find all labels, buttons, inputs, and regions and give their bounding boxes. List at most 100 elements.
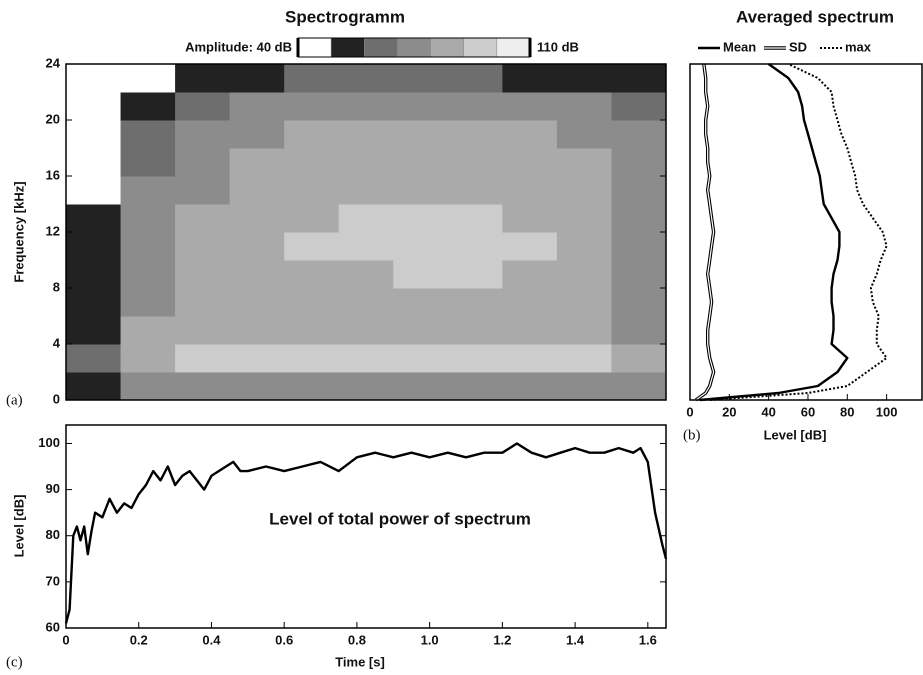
heatmap-cell: [611, 316, 667, 345]
heatmap-cell: [338, 232, 394, 261]
x-tick-label: 0.2: [130, 632, 148, 647]
colorbar-segment: [463, 37, 498, 58]
heatmap-cell: [66, 120, 122, 149]
heatmap-cell: [120, 344, 176, 373]
heatmap-cell: [120, 288, 176, 317]
heatmap-cell: [175, 372, 231, 401]
x-tick-label: 0: [62, 632, 69, 647]
heatmap-cell: [556, 148, 612, 177]
heatmap-cell: [120, 92, 176, 121]
heatmap-cell: [175, 288, 231, 317]
colorbar-segment: [364, 37, 398, 58]
heatmap-cell: [447, 232, 503, 261]
heatmap-cell: [120, 372, 176, 401]
y-tick-label: 0: [53, 391, 60, 406]
heatmap-cell: [229, 148, 285, 177]
heatmap-cell: [284, 316, 340, 345]
x-tick-label: 1.0: [421, 632, 439, 647]
heatmap-cell: [338, 176, 394, 205]
heatmap-cell: [393, 260, 449, 289]
heatmap-cell: [611, 120, 667, 149]
heatmap-cell: [120, 232, 176, 261]
heatmap-cell: [447, 316, 503, 345]
heatmap-cell: [611, 344, 667, 373]
heatmap-cell: [447, 260, 503, 289]
x-tick-label: 40: [761, 404, 775, 419]
heatmap-cell: [229, 260, 285, 289]
heatmap-cell: [611, 176, 667, 205]
heatmap-cell: [556, 92, 612, 121]
legend-label: SD: [789, 39, 807, 54]
heatmap-cell: [175, 232, 231, 261]
heatmap-cell: [284, 372, 340, 401]
heatmap-cell: [338, 204, 394, 233]
heatmap-cell: [393, 120, 449, 149]
heatmap-cell: [338, 120, 394, 149]
x-tick-label: 0.8: [348, 632, 366, 647]
colorbar-label: Amplitude: 40 dB: [185, 39, 292, 54]
heatmap-cell: [66, 344, 122, 373]
heatmap-cell: [338, 92, 394, 121]
x-axis-label: Time [s]: [335, 654, 385, 669]
heatmap-cell: [66, 288, 122, 317]
y-tick-label: 90: [46, 481, 60, 496]
y-tick-label: 12: [46, 223, 60, 238]
heatmap-cell: [229, 176, 285, 205]
data-line: [699, 63, 849, 402]
heatmap-cell: [502, 64, 558, 93]
x-tick-label: 80: [840, 404, 854, 419]
heatmap-cell: [66, 372, 122, 401]
heatmap-cell: [284, 344, 340, 373]
heatmap-cell: [556, 176, 612, 205]
heatmap-cell: [447, 176, 503, 205]
heatmap-cell: [229, 344, 285, 373]
heatmap-cell: [284, 260, 340, 289]
x-tick-label: 1.6: [639, 632, 657, 647]
heatmap-cell: [175, 148, 231, 177]
x-tick-label: 20: [722, 404, 736, 419]
heatmap-cell: [611, 64, 667, 93]
heatmap-cell: [66, 204, 122, 233]
heatmap-cell: [556, 288, 612, 317]
heatmap-cell: [175, 260, 231, 289]
heatmap-cell: [66, 92, 122, 121]
heatmap-cell: [229, 232, 285, 261]
y-tick-label: 80: [46, 527, 60, 542]
y-axis-label: Frequency [kHz]: [11, 181, 26, 282]
heatmap-cell: [338, 260, 394, 289]
heatmap-cell: [284, 120, 340, 149]
heatmap-cell: [556, 260, 612, 289]
heatmap-cell: [502, 344, 558, 373]
heatmap-cell: [66, 232, 122, 261]
colorbar-segment: [330, 37, 365, 58]
heatmap-cell: [611, 148, 667, 177]
data-line: [709, 63, 888, 401]
heatmap-cell: [611, 232, 667, 261]
plot-frame: [689, 63, 923, 401]
heatmap-cell: [229, 316, 285, 345]
y-tick-label: 4: [53, 335, 61, 350]
heatmap-cell: [393, 372, 449, 401]
heatmap-cell: [284, 288, 340, 317]
heatmap-cell: [175, 92, 231, 121]
heatmap-cell: [611, 204, 667, 233]
heatmap-cell: [175, 316, 231, 345]
y-tick-label: 100: [38, 435, 60, 450]
legend-label: Mean: [723, 39, 756, 54]
x-tick-label: 0.4: [202, 632, 221, 647]
heatmap-cell: [284, 92, 340, 121]
heatmap-cell: [393, 204, 449, 233]
heatmap-cell: [447, 64, 503, 93]
heatmap-cell: [120, 176, 176, 205]
heatmap-cell: [66, 260, 122, 289]
heatmap-cell: [393, 316, 449, 345]
heatmap-cell: [502, 148, 558, 177]
heatmap-cell: [611, 260, 667, 289]
heatmap-cell: [447, 92, 503, 121]
y-tick-label: 60: [46, 619, 60, 634]
colorbar-segment: [496, 37, 531, 58]
heatmap-cell: [393, 232, 449, 261]
heatmap-cell: [556, 232, 612, 261]
heatmap-cell: [447, 148, 503, 177]
